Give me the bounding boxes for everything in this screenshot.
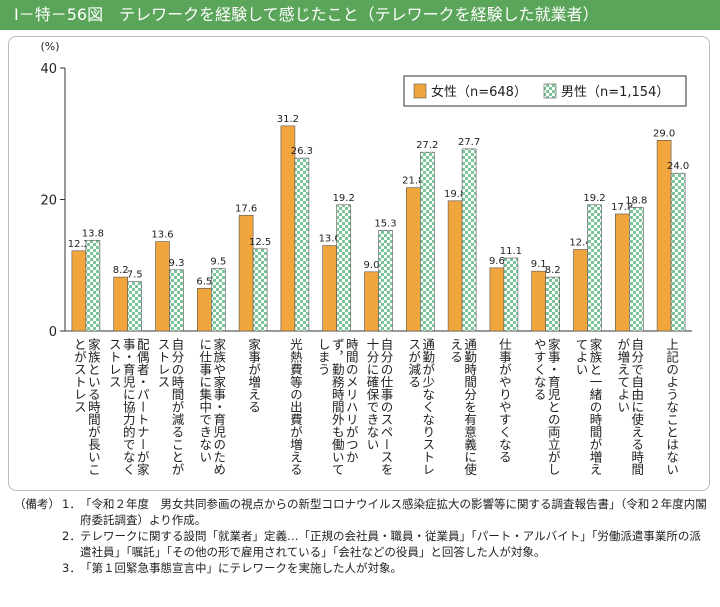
value-label: 18.8: [625, 195, 647, 206]
value-label: 29.0: [653, 128, 675, 139]
note: （備考） 1． 「令和２年度 男女共同参画の視点からの新型コロナウイルス感染症拡大の…: [14, 496, 710, 528]
bar: [670, 172, 686, 332]
bar: [127, 281, 142, 332]
value-label: 9.5: [210, 257, 226, 268]
value-label: 15.3: [374, 218, 396, 229]
note-number: 2．: [62, 529, 81, 543]
x-tick-label: 家族や家事・育児のために仕事に集中できない: [197, 338, 227, 476]
notes: （備考） 1． 「令和２年度 男女共同参画の視点からの新型コロナウイルス感染症拡大の…: [14, 496, 710, 576]
bar: [489, 267, 505, 332]
value-label: 8.2: [113, 265, 129, 276]
bar: [503, 257, 519, 332]
x-tick-label: 時間のメリハリがつかず，勤務時間外も働いてしまう: [315, 338, 359, 476]
x-tick-label: 配偶者・パートナーが家事・育児に協力的でなくストレス: [106, 338, 150, 476]
x-tick-label: 光熱費等の出費が増える: [287, 338, 303, 476]
note-label: [14, 528, 62, 560]
legend-label: 女性（n=648）: [431, 84, 527, 100]
value-label: 26.3: [291, 146, 313, 157]
note-number: 1．: [62, 497, 81, 511]
value-label: 12.2: [68, 239, 90, 250]
value-label: 7.5: [127, 270, 143, 281]
bar: [155, 241, 170, 332]
value-label: 8.2: [545, 265, 561, 276]
note-text: 「令和２年度 男女共同参画の視点からの新型コロナウイルス感染症拡大の影響等に関す…: [80, 497, 707, 527]
bar: [113, 276, 128, 332]
x-tick-label: 家事・育児との両立がしやすくなる: [531, 338, 561, 476]
value-label: 17.8: [611, 202, 633, 213]
x-tick-label: 上記のようなことはない: [664, 338, 680, 476]
bar: [211, 268, 226, 332]
bar: [252, 248, 268, 332]
bar: [461, 148, 477, 332]
note: 2． テレワークに関する設問「就業者」定義…「正規の会社員・職員・従業員」「パート…: [14, 528, 710, 560]
value-label: 6.5: [196, 276, 212, 287]
bar: [169, 269, 184, 332]
bar: [614, 213, 630, 332]
x-tick-label: 通勤時間分を有意義に使える: [448, 338, 478, 476]
value-label: 24.0: [667, 161, 689, 172]
legend-swatch: [543, 83, 557, 99]
legend-box: [403, 75, 687, 107]
x-tick-label: 通勤が少なくなりストレスが減る: [406, 338, 436, 476]
x-tick-label: 自分の時間が減ることがストレス: [155, 338, 185, 476]
bar: [294, 157, 310, 332]
bar: [378, 230, 393, 332]
chart-title: Ⅰ－特－56図 テレワークを経験して感じたこと（テレワークを経験した就業者）: [0, 0, 720, 30]
note-number: 3．: [62, 561, 81, 575]
bar: [531, 270, 547, 332]
bar: [71, 250, 87, 332]
bar: [545, 276, 561, 332]
bar: [322, 245, 338, 332]
value-label: 13.0: [319, 234, 341, 245]
note: 3． 「第１回緊急事態宣言中」にテレワークを実施した人が対象。: [14, 560, 710, 576]
bar: [85, 239, 101, 332]
chart-frame: [8, 36, 710, 491]
bar: [405, 187, 421, 332]
x-tick-label: 自分で自由に使える時間が増えてよい: [615, 338, 645, 476]
x-tick-label: 家事が増える: [246, 338, 262, 413]
bar: [419, 151, 435, 332]
x-tick-label: 家族と一緒の時間が増えてよい: [573, 338, 603, 476]
value-label: 12.4: [569, 237, 591, 248]
value-label: 9.3: [169, 258, 185, 269]
value-label: 9.0: [364, 260, 380, 271]
x-tick-label: 仕事がやりやすくなる: [496, 338, 512, 463]
value-label: 19.8: [444, 189, 466, 200]
x-tick-label: 自分の仕事のスペースを十分に確保できない: [364, 338, 394, 476]
bar: [197, 287, 212, 332]
bar: [336, 204, 352, 332]
note-text: テレワークに関する設問「就業者」定義…「正規の会社員・職員・従業員」「パート・ア…: [80, 529, 701, 559]
note-label: [14, 560, 62, 576]
value-label: 19.2: [333, 193, 355, 204]
note-text: 「第１回緊急事態宣言中」にテレワークを実施した人が対象。: [80, 561, 402, 575]
value-label: 17.6: [235, 203, 257, 214]
value-label: 12.5: [249, 237, 271, 248]
y-unit: (%): [40, 40, 59, 53]
y-tick-label: 0: [49, 325, 57, 340]
value-label: 13.8: [82, 228, 104, 239]
legend-label: 男性（n=1,154）: [561, 85, 669, 100]
value-label: 11.1: [500, 246, 522, 257]
value-label: 9.1: [531, 259, 547, 270]
bar: [587, 204, 602, 332]
value-label: 13.6: [151, 230, 173, 241]
bar: [238, 214, 254, 332]
value-label: 21.8: [402, 176, 424, 187]
bar: [447, 200, 463, 332]
value-label: 27.2: [416, 140, 438, 151]
bar: [364, 271, 379, 332]
note-label: （備考）: [14, 497, 60, 511]
y-tick-label: 20: [40, 194, 57, 209]
y-tick-label: 40: [40, 62, 57, 77]
legend-swatch: [413, 83, 427, 99]
value-label: 27.7: [458, 137, 480, 148]
value-label: 19.2: [583, 193, 605, 204]
value-label: 9.6: [489, 256, 505, 267]
bar: [573, 249, 588, 332]
bar: [628, 207, 644, 332]
value-label: 31.2: [277, 114, 299, 125]
x-tick-label: 家族といる時間が長いことがストレス: [71, 338, 101, 476]
